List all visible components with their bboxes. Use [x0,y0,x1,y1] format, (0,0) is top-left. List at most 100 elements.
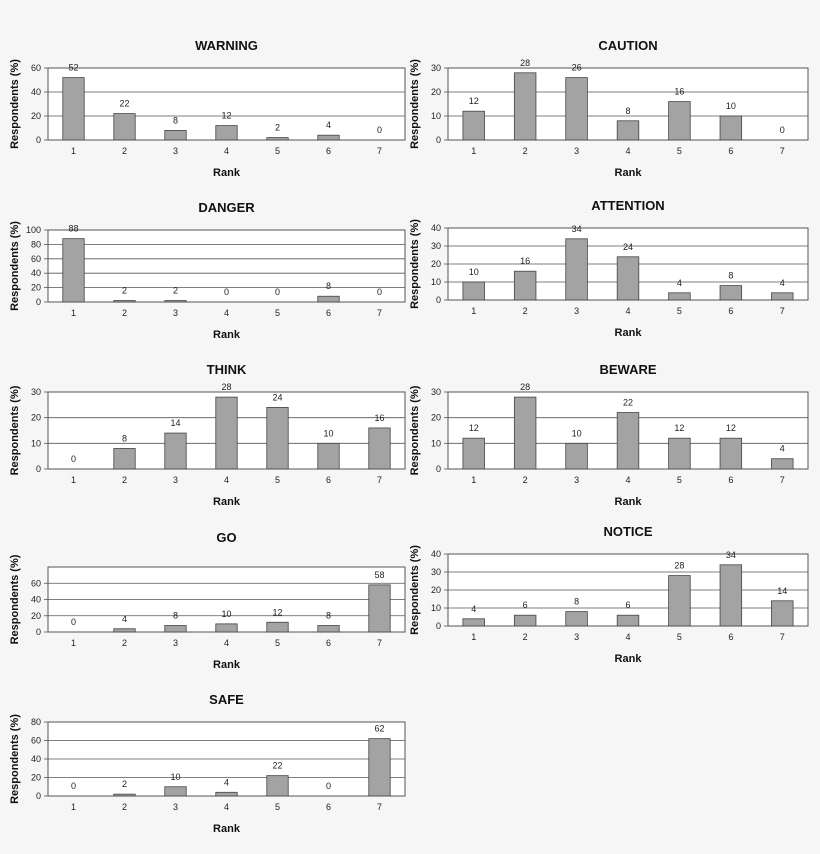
go-bar-4 [215,623,238,633]
safe-x-tick-label-6: 6 [326,802,331,812]
go-x-tick-label-3: 3 [173,638,178,648]
notice-data-label-3: 8 [574,597,579,607]
attention-x-tick-label-2: 2 [523,306,528,316]
go-title: GO [216,530,236,545]
warning-bar-3 [164,130,187,141]
safe-y-tick-label: 40 [31,754,41,764]
warning-x-tick-label-2: 2 [122,146,127,156]
attention-y-axis-label: Respondents (%) [409,219,421,309]
go-x-tick-label-2: 2 [122,638,127,648]
notice-x-tick-label-5: 5 [677,632,682,642]
danger-x-tick-label-6: 6 [326,308,331,318]
caution-bar-2 [513,72,537,141]
go-data-label-7: 58 [374,570,384,580]
danger-data-label-6: 8 [326,281,331,291]
danger-x-tick-label-4: 4 [224,308,229,318]
think-x-axis-label: Rank [213,496,241,508]
attention-data-label-4: 24 [623,242,633,252]
safe-x-tick-label-4: 4 [224,802,229,812]
beware-data-label-1: 12 [469,423,479,433]
beware-y-tick-label: 20 [431,413,441,423]
beware-data-label-6: 12 [726,423,736,433]
notice-y-tick-label: 0 [436,621,441,631]
go-y-tick-label: 20 [31,611,41,621]
warning-x-tick-label-7: 7 [377,146,382,156]
danger-data-label-4: 0 [224,287,229,297]
beware-data-label-4: 22 [623,398,633,408]
safe-x-tick-label-5: 5 [275,802,280,812]
notice-data-label-4: 6 [625,600,630,610]
warning-bar-4 [215,125,238,141]
beware-x-tick-label-5: 5 [677,475,682,485]
think-bar-7 [368,427,391,470]
caution-data-label-1: 12 [469,96,479,106]
warning-x-tick-label-6: 6 [326,146,331,156]
safe-y-tick-label: 80 [31,717,41,727]
notice-y-tick-label: 30 [431,567,441,577]
warning-bar-6 [317,134,340,141]
danger-plot-area [47,229,406,303]
caution-x-tick-label-3: 3 [574,146,579,156]
think-y-axis-label: Respondents (%) [9,385,21,475]
safe-data-label-3: 10 [170,772,180,782]
danger-y-tick-label: 80 [31,239,41,249]
think-data-label-5: 24 [272,392,282,402]
beware-x-tick-label-6: 6 [728,475,733,485]
attention-y-tick-label: 30 [431,241,441,251]
think-bar-5 [266,407,289,470]
chart-go: GO020406001428310412586587RankRespondent… [9,530,406,671]
caution-data-label-2: 28 [520,58,530,68]
safe-x-tick-label-2: 2 [122,802,127,812]
go-y-tick-label: 40 [31,595,41,605]
caution-x-tick-label-7: 7 [780,146,785,156]
warning-data-label-1: 52 [68,63,78,73]
think-title: THINK [207,362,247,377]
think-x-tick-label-1: 1 [71,475,76,485]
attention-bar-1 [462,281,485,301]
beware-data-label-3: 10 [572,428,582,438]
beware-bar-6 [719,437,743,470]
danger-title: DANGER [198,200,255,215]
beware-y-axis-label: Respondents (%) [409,385,421,475]
danger-y-tick-label: 20 [31,283,41,293]
attention-y-tick-label: 0 [436,295,441,305]
attention-bar-4 [616,256,640,301]
caution-bar-6 [719,115,743,141]
caution-title: CAUTION [598,38,657,53]
go-x-tick-label-1: 1 [71,638,76,648]
beware-y-tick-label: 10 [431,438,441,448]
think-y-tick-label: 10 [31,438,41,448]
notice-bar-2 [513,614,537,627]
go-y-axis-label: Respondents (%) [9,554,21,644]
danger-x-tick-label-1: 1 [71,308,76,318]
beware-x-tick-label-7: 7 [780,475,785,485]
notice-x-tick-label-6: 6 [728,632,733,642]
chart-safe: SAFE02040608001221034422506627RankRespon… [9,692,406,835]
go-bar-5 [266,621,289,633]
beware-data-label-2: 28 [520,382,530,392]
chart-notice: NOTICE01020304041628364285346147RankResp… [409,524,809,665]
notice-y-tick-label: 10 [431,603,441,613]
beware-x-axis-label: Rank [615,496,643,508]
safe-data-label-5: 22 [272,761,282,771]
safe-x-axis-label: Rank [213,823,241,835]
notice-x-tick-label-7: 7 [780,632,785,642]
safe-data-label-4: 4 [224,777,229,787]
caution-bar-5 [668,101,691,141]
notice-bar-6 [719,564,743,627]
caution-y-tick-label: 10 [431,111,441,121]
beware-x-tick-label-2: 2 [523,475,528,485]
go-y-tick-label: 0 [36,627,41,637]
warning-title: WARNING [195,38,258,53]
chart-think: THINK 0 10 20 30 0 1 8 2 14 3 28 4 24 5 10 6 16 7 Rank Respo… [9,362,406,508]
danger-x-tick-label-3: 3 [173,308,178,318]
warning-y-tick-label: 0 [36,135,41,145]
caution-y-axis-label: Respondents (%) [409,59,421,149]
notice-y-tick-label: 40 [431,549,441,559]
attention-x-axis-label: Rank [615,327,643,339]
caution-data-label-5: 16 [674,87,684,97]
chart-attention: ATTENTION 0 10 20 30 40 10 1 16 2 34 3 24 4 4 5 8 6 4 7 Rank… [409,198,809,339]
safe-x-tick-label-3: 3 [173,802,178,812]
think-x-tick-label-6: 6 [326,475,331,485]
attention-x-tick-label-7: 7 [780,306,785,316]
